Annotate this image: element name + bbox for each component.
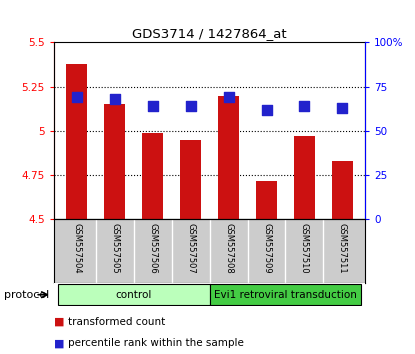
Point [73, 95, 80, 100]
Point [339, 105, 346, 111]
Text: control: control [115, 290, 152, 300]
Text: GSM557504: GSM557504 [72, 223, 81, 273]
Text: Evi1 retroviral transduction: Evi1 retroviral transduction [214, 290, 357, 300]
Text: transformed count: transformed count [68, 317, 166, 327]
Point [111, 96, 118, 102]
Text: ■: ■ [54, 338, 64, 348]
Text: ■: ■ [54, 317, 64, 327]
Text: protocol: protocol [4, 290, 49, 300]
Text: GSM557509: GSM557509 [262, 223, 271, 273]
Text: GSM557511: GSM557511 [338, 223, 347, 273]
Bar [142, 133, 163, 219]
Bar [332, 161, 353, 219]
Text: GSM557510: GSM557510 [300, 223, 309, 273]
Bar [58, 284, 210, 305]
Bar [104, 104, 125, 219]
Bar [210, 284, 361, 305]
Text: GSM557505: GSM557505 [110, 223, 119, 273]
Point [187, 103, 194, 109]
Text: GSM557507: GSM557507 [186, 223, 195, 273]
Text: GSM557506: GSM557506 [148, 223, 157, 273]
Point [263, 107, 270, 113]
Bar [180, 140, 201, 219]
Bar [294, 136, 315, 219]
Point [225, 95, 232, 100]
Point [301, 103, 308, 109]
Text: percentile rank within the sample: percentile rank within the sample [68, 338, 244, 348]
Bar [66, 64, 87, 219]
Bar [256, 181, 277, 219]
Text: GSM557508: GSM557508 [224, 223, 233, 273]
Bar [218, 96, 239, 219]
Point [149, 103, 156, 109]
Title: GDS3714 / 1427864_at: GDS3714 / 1427864_at [132, 27, 287, 40]
